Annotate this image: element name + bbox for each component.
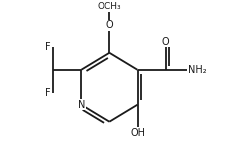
Text: N: N	[78, 100, 85, 110]
Text: O: O	[105, 20, 113, 30]
Text: OCH₃: OCH₃	[98, 2, 121, 11]
Text: O: O	[162, 37, 169, 47]
Text: F: F	[45, 42, 51, 52]
Text: F: F	[45, 88, 51, 98]
Text: NH₂: NH₂	[188, 65, 207, 75]
Text: OH: OH	[130, 128, 145, 138]
